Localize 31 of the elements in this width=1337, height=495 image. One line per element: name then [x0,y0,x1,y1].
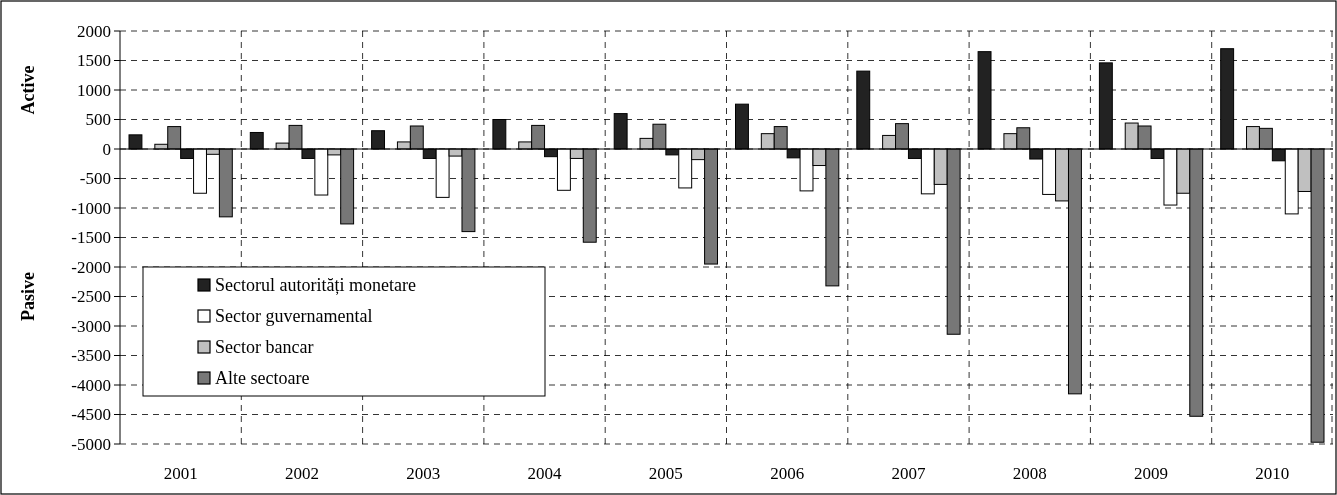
y-tick-label: -500 [79,169,111,189]
y-tick-label: 0 [102,139,111,159]
y-tick-label: -2000 [71,257,111,277]
x-tick-label: 2003 [406,464,441,483]
y-tick-label: -5000 [71,434,111,454]
legend-label: Alte sectoare [215,368,310,389]
text: Active [18,65,38,115]
x-tick-label: 2010 [1255,464,1290,483]
x-tick-label: 2004 [527,464,563,483]
legend-label: Sector bancar [215,337,314,358]
x-tick-label: 2007 [891,464,926,483]
y-tick-label: 2000 [77,21,111,41]
legend-label: Sectorul autorități monetare [215,275,416,296]
y-tick-label: -1000 [71,198,111,218]
y-tick-label: 1500 [77,51,111,71]
x-tick-label: 2006 [770,464,805,483]
y-tick-label: -2500 [71,287,111,307]
text: Pasive [18,272,38,321]
y-tick-label: -3000 [71,316,111,336]
y-tick-label: -1500 [71,228,111,248]
x-tick-label: 2005 [648,464,683,483]
y-tick-label: -3500 [71,346,111,366]
legend-label: Sector guvernamental [215,306,373,327]
x-tick-label: 2001 [163,464,198,483]
x-tick-label: 2002 [284,464,319,483]
y-tick-label: 1000 [77,80,111,100]
y-tick-label: 500 [85,110,111,130]
y-tick-label: -4500 [71,405,111,425]
x-tick-label: 2009 [1134,464,1169,483]
y-tick-label: -4000 [71,375,111,395]
x-tick-label: 2008 [1012,464,1047,483]
